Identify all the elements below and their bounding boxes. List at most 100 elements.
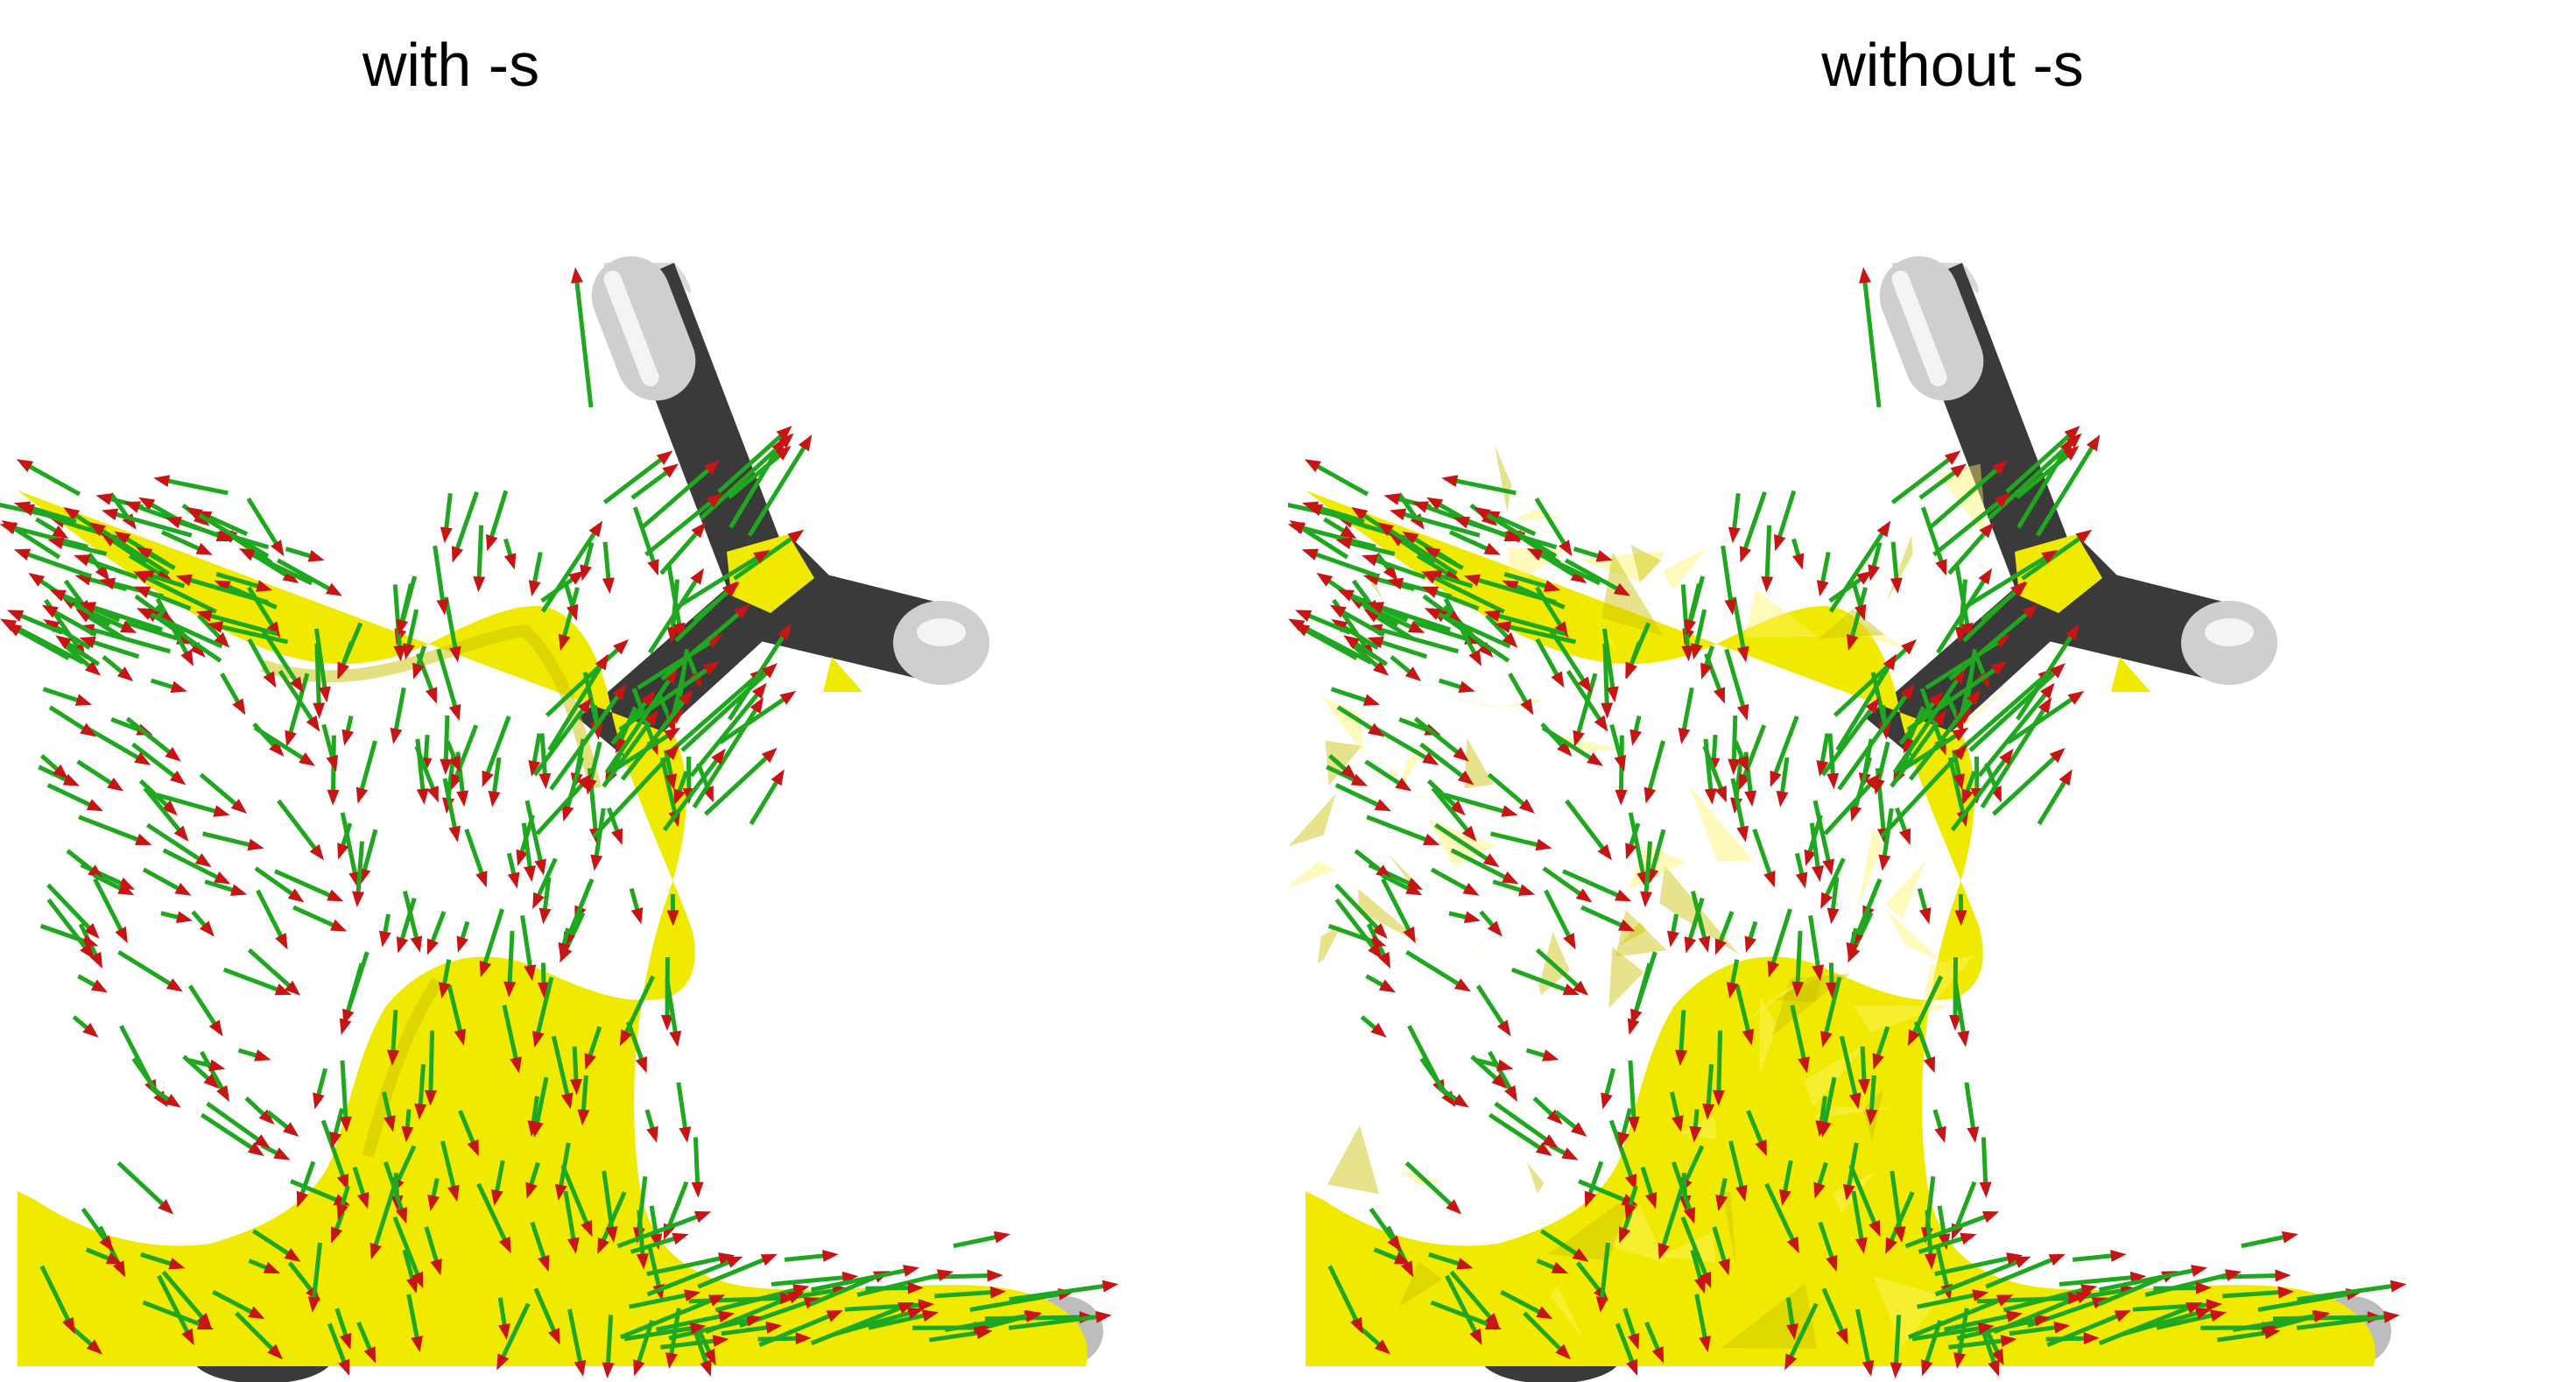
arrow-shaft (1573, 546, 1602, 560)
arrow-head (760, 1253, 778, 1266)
arrow-shaft (423, 734, 430, 762)
arrow-head (1961, 788, 1974, 806)
arrow-head (1689, 1125, 1702, 1143)
arrow-head (1791, 553, 1805, 570)
arrow-shaft (1795, 930, 1803, 986)
arrow-shaft (535, 780, 586, 836)
molecule-render-faceted (1288, 256, 2407, 1382)
arrow-head (1644, 1192, 1658, 1209)
arrow-head (195, 610, 214, 623)
arrow-shaft (1822, 1076, 1837, 1126)
arrow-shaft (1860, 1046, 1867, 1083)
arrow-head (79, 636, 96, 649)
arrow-shaft (140, 1252, 174, 1267)
arrow-shaft (1917, 887, 1929, 913)
arrow-shaft (340, 622, 363, 668)
surface-facet (1886, 910, 1942, 962)
arrow-head (1949, 1015, 1962, 1032)
molecule-group (0, 256, 1119, 1382)
arrow-shaft (1317, 506, 1370, 530)
arrow-shaft (567, 1308, 583, 1365)
arrow-shaft (1680, 1216, 1709, 1279)
arrow-head (282, 569, 299, 583)
arrow-shaft (1911, 1325, 1983, 1342)
arrow-head (778, 433, 794, 448)
arrow-head (1715, 1195, 1728, 1212)
arrow-head (165, 746, 181, 762)
arrow-shaft (1681, 687, 1694, 733)
arrow-head (194, 853, 212, 868)
arrow-shaft (1785, 1297, 1796, 1329)
arrow-head (427, 1195, 440, 1212)
arrow-head (1698, 935, 1711, 953)
arrow-head (1761, 576, 1774, 593)
surface-facet (1858, 826, 1883, 907)
arrow-shaft (868, 1312, 927, 1330)
arrow-shaft (352, 1166, 367, 1198)
arrow-head (1862, 1359, 1875, 1377)
arrow-head (327, 889, 344, 902)
arrow-shaft (381, 1091, 393, 1121)
arrow-shaft (1962, 588, 2019, 643)
arrow-head (516, 849, 529, 867)
arrow-shaft (499, 1302, 531, 1361)
arrow-head (195, 542, 213, 555)
arrow-shaft (1690, 890, 1707, 941)
arrow-head (41, 604, 59, 618)
arrow-head (1496, 1019, 1511, 1037)
arrow-head (798, 434, 813, 452)
arrow-shaft (1686, 897, 1705, 942)
arrow-shaft (195, 511, 270, 559)
arrow-head (1952, 727, 1969, 742)
arrow-shaft (1334, 783, 1382, 808)
arrow-shaft (290, 1179, 340, 1203)
arrow-head (47, 537, 65, 550)
arrow-shaft (1869, 1075, 1876, 1114)
surface-facet (1526, 1161, 1545, 1194)
arrow-shaft (1920, 506, 1945, 565)
arrow-head (712, 1335, 729, 1348)
arrow-shaft (78, 814, 142, 843)
arrow-head (1953, 1352, 1966, 1370)
small-patch (2111, 657, 2150, 692)
arrow-head (734, 603, 750, 619)
arrow-head (164, 1094, 181, 1108)
arrow-head (640, 690, 656, 708)
arrow-head (2195, 1281, 2212, 1294)
arrow-head (503, 981, 517, 998)
arrow-shaft (1934, 1255, 2012, 1277)
arrow-shaft (383, 1161, 405, 1213)
arrow-head (1422, 751, 1439, 765)
arrow-head (378, 930, 391, 948)
arrow-head (1991, 460, 2009, 476)
arrow-shaft (1438, 678, 1465, 690)
arrow-head (1289, 519, 1306, 534)
surface-facet (1759, 997, 1778, 1076)
arrow-shaft (728, 632, 787, 721)
surface-hole (1306, 940, 1545, 1147)
arrow-shaft (1936, 577, 1988, 654)
arrow-head (1742, 1028, 1755, 1046)
arrow-head (1395, 777, 1412, 792)
arrow-head (703, 1348, 716, 1366)
arrow-head (165, 517, 182, 529)
arrow-shaft (1686, 583, 1701, 624)
arrow-shaft (146, 822, 203, 863)
arrow-shaft (77, 974, 99, 989)
arrow-head (507, 871, 520, 889)
arrow-head (1630, 1008, 1643, 1026)
arrow-head (1952, 744, 1968, 760)
arrow-head (665, 1352, 678, 1370)
arrow-head (1367, 636, 1384, 649)
arrow-head (283, 1122, 299, 1138)
arrow-head (318, 686, 331, 703)
arrow-shaft (1643, 841, 1653, 896)
arrow-shaft (1717, 911, 1735, 945)
arrow-shaft (148, 573, 186, 589)
arrow-shaft (733, 534, 796, 581)
arrow-shaft (143, 786, 183, 834)
arrow-shaft (442, 778, 458, 831)
arrow-head (1868, 564, 1880, 582)
arrow-shaft (247, 948, 293, 990)
arrow-shaft (2241, 1234, 2287, 1249)
